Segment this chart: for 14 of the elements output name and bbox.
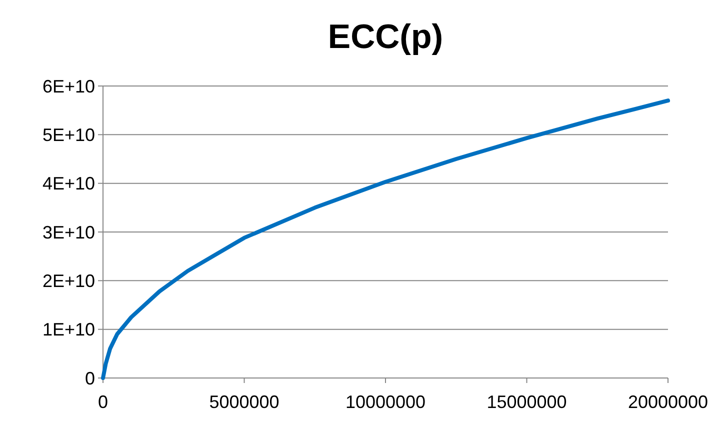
line-series [101, 98, 670, 380]
y-tick-label: 3E+10 [42, 222, 95, 242]
chart-title: ECC(p) [328, 18, 444, 56]
x-tick-label: 20000000 [628, 392, 708, 412]
y-tick-label: 1E+10 [42, 320, 95, 340]
y-tick-label: 2E+10 [42, 270, 95, 291]
x-tick-label: 5000000 [209, 392, 280, 412]
y-tick-label: 0 [84, 368, 95, 388]
x-tick-label: 15000000 [486, 392, 567, 412]
x-tick-label: 0 [98, 392, 108, 412]
y-tick-label: 6E+10 [42, 76, 95, 96]
y-tick-label: 4E+10 [42, 174, 95, 194]
y-tick-label: 5E+10 [42, 124, 95, 145]
x-tick-label: 10000000 [345, 392, 426, 412]
